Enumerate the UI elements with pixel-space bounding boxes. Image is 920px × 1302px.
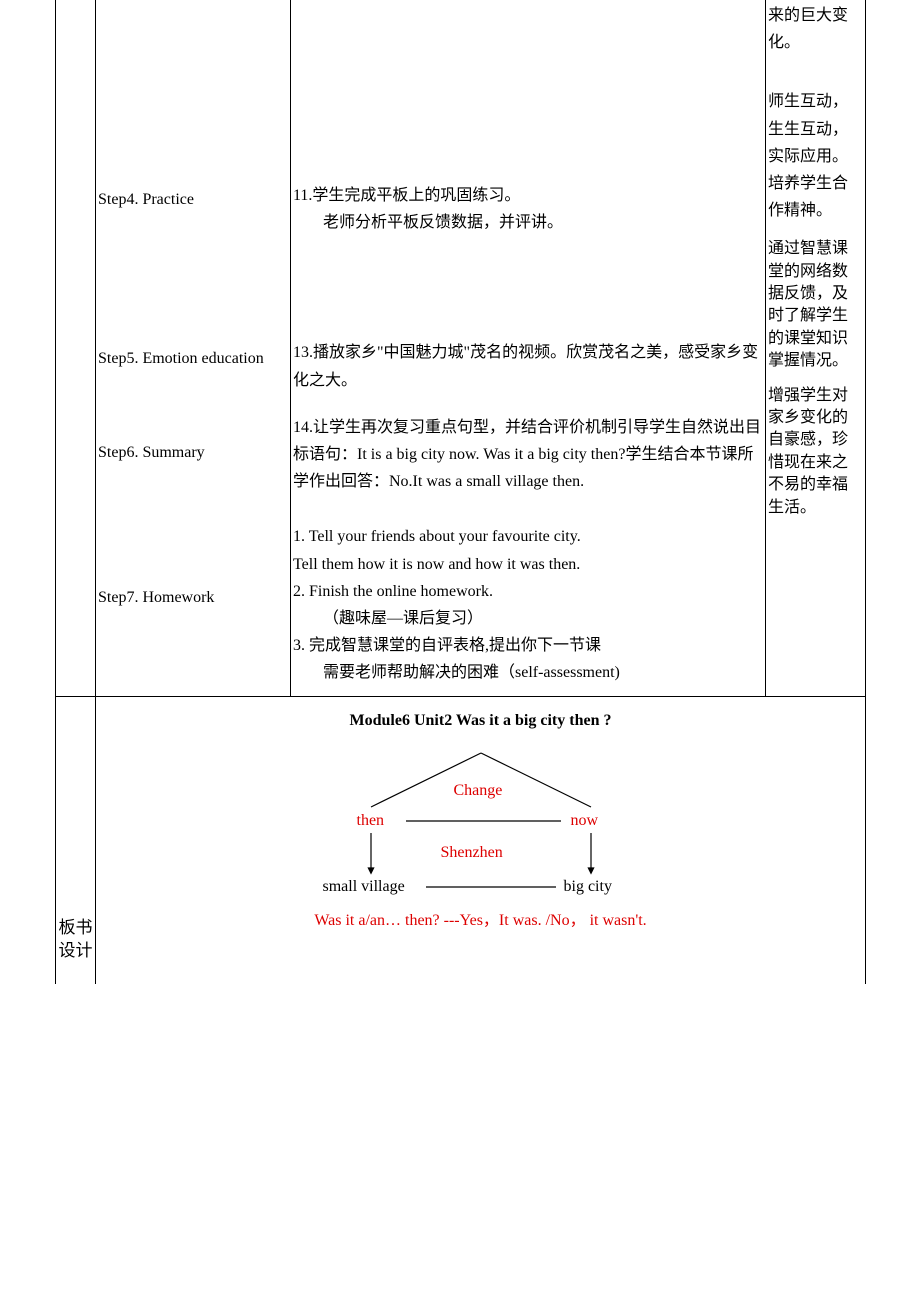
board-title: Module6 Unit2 Was it a big city then ? — [98, 707, 863, 734]
board-content-cell: Module6 Unit2 Was it a big city then ? — [96, 697, 866, 984]
page: Step4. Practice Step5. Emotion education… — [0, 0, 920, 984]
content-11a: 11.学生完成平板上的巩固练习。 — [293, 182, 763, 209]
note-3: 增强学生对家乡变化的自豪感，珍惜现在来之不易的幸福生活。 — [768, 385, 863, 519]
board-label-2: 设计 — [56, 940, 95, 962]
hw-3a: 3. 完成智慧课堂的自评表格,提出你下一节课 — [293, 632, 763, 659]
content-14: 14.让学生再次复习重点句型，并结合评价机制引导学生自然说出目标语句：It is… — [293, 414, 763, 496]
note-2: 通过智慧课堂的网络数据反馈，及时了解学生的课堂知识掌握情况。 — [768, 238, 863, 372]
board-diagram: Change then now Shenzhen small village b… — [231, 741, 731, 966]
diagram-now: now — [571, 807, 599, 834]
note-1: 师生互动，生生互动，实际应用。培养学生合作精神。 — [768, 88, 863, 224]
hw-3b: 需要老师帮助解决的困难（self-assessment) — [293, 659, 763, 686]
diagram-shenzhen: Shenzhen — [441, 839, 503, 866]
step6-label: Step6. Summary — [98, 439, 288, 466]
note-0: 来的巨大变化。 — [768, 2, 863, 56]
hw-2b: （趣味屋—课后复习） — [293, 605, 763, 632]
steps-cell: Step4. Practice Step5. Emotion education… — [96, 0, 291, 697]
lesson-plan-table: Step4. Practice Step5. Emotion education… — [55, 0, 866, 984]
hw-2a: 2. Finish the online homework. — [293, 578, 763, 605]
board-row: 板书 设计 Module6 Unit2 Was it a big city th… — [56, 697, 866, 984]
hw-1a: 1. Tell your friends about your favourit… — [293, 523, 763, 550]
main-row: Step4. Practice Step5. Emotion education… — [56, 0, 866, 697]
board-label-cell: 板书 设计 — [56, 697, 96, 984]
step7-label: Step7. Homework — [98, 584, 288, 611]
content-cell: 11.学生完成平板上的巩固练习。 老师分析平板反馈数据，并评讲。 13.播放家乡… — [291, 0, 766, 697]
content-13: 13.播放家乡"中国魅力城"茂名的视频。欣赏茂名之美，感受家乡变化之大。 — [293, 339, 763, 393]
diagram-big-city: big city — [564, 873, 612, 900]
diagram-sentence: Was it a/an… then? ---Yes，It was. /No， i… — [281, 907, 681, 934]
step5-label: Step5. Emotion education — [98, 345, 288, 372]
diagram-change: Change — [454, 777, 503, 804]
content-11b: 老师分析平板反馈数据，并评讲。 — [293, 209, 763, 236]
side-empty-cell — [56, 0, 96, 697]
hw-1b: Tell them how it is now and how it was t… — [293, 551, 763, 578]
board-label-1: 板书 — [56, 917, 95, 939]
diagram-small-village: small village — [323, 873, 405, 900]
notes-cell: 来的巨大变化。 师生互动，生生互动，实际应用。培养学生合作精神。 通过智慧课堂的… — [766, 0, 866, 697]
diagram-then: then — [357, 807, 385, 834]
step4-label: Step4. Practice — [98, 186, 288, 213]
